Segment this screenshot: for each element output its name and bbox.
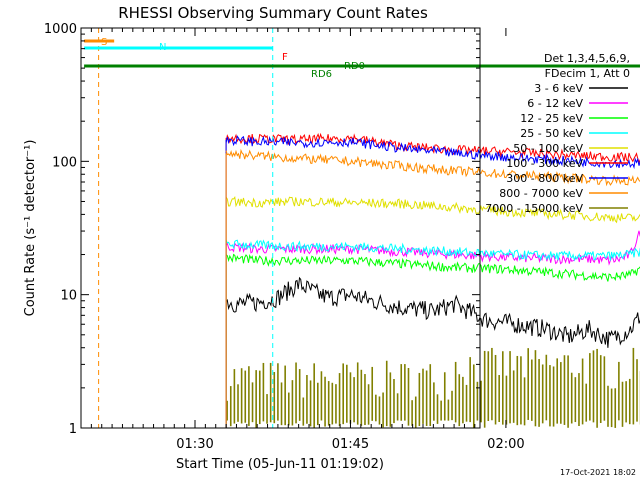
- plot-frame: [80, 27, 481, 429]
- chart-title: RHESSI Observing Summary Count Rates: [118, 4, 428, 22]
- y-axis-label: Count Rate (s⁻¹ detector⁻¹): [23, 140, 38, 317]
- y-tick-label: 10: [60, 289, 77, 304]
- legend-label: 6 - 12 keV: [527, 97, 583, 110]
- legend-label: 25 - 50 keV: [520, 127, 583, 140]
- series-6-12-kev: [225, 230, 640, 266]
- series-800-7000-kev: [225, 148, 640, 187]
- x-tick-label: 02:00: [487, 437, 524, 452]
- annotation-rd6: RD6: [311, 69, 332, 80]
- series-300-800-kev: [225, 135, 640, 170]
- legend-label: 100 - 300 keV: [506, 157, 583, 170]
- legend-label: 300 - 800 keV: [506, 172, 583, 185]
- legend-label: 7000 - 15000 keV: [485, 202, 583, 215]
- legend-label: 800 - 7000 keV: [499, 187, 583, 200]
- legend-label: 3 - 6 keV: [534, 82, 583, 95]
- series-50-100-kev: [225, 195, 640, 224]
- annotation-n: N: [159, 42, 166, 53]
- series-layer: [225, 132, 640, 428]
- legend-label: 12 - 25 keV: [520, 112, 583, 125]
- y-tick-label: 1000: [44, 22, 77, 37]
- x-tick-label: 01:30: [176, 437, 213, 452]
- annotation-layer: S N F RD0 RD6: [84, 28, 640, 428]
- x-tick-label: 01:45: [332, 437, 369, 452]
- annotation-rd0: RD0: [344, 61, 365, 72]
- x-axis-label: Start Time (05-Jun-11 01:19:02): [176, 457, 384, 472]
- legend-header-line-1: Det 1,3,4,5,6,9,: [544, 52, 630, 65]
- series-12-25-kev: [225, 253, 640, 282]
- annotation-s: S: [101, 37, 107, 48]
- series-25-50-kev: [225, 239, 640, 262]
- footer-date: 17-Oct-2021 18:02: [560, 468, 636, 477]
- legend-label: 50 - 100 keV: [513, 142, 583, 155]
- legend-header-line-2: FDecim 1, Att 0: [545, 67, 630, 80]
- series-3-6-kev: [225, 276, 640, 348]
- y-tick-label: 100: [52, 155, 77, 170]
- series-7000-15000-kev: [226, 347, 640, 428]
- legend: 3 - 6 keV 6 - 12 keV 12 - 25 keV 25 - 50 ke…: [485, 82, 628, 215]
- annotation-f: F: [282, 52, 288, 63]
- y-tick-label: 1: [69, 422, 77, 437]
